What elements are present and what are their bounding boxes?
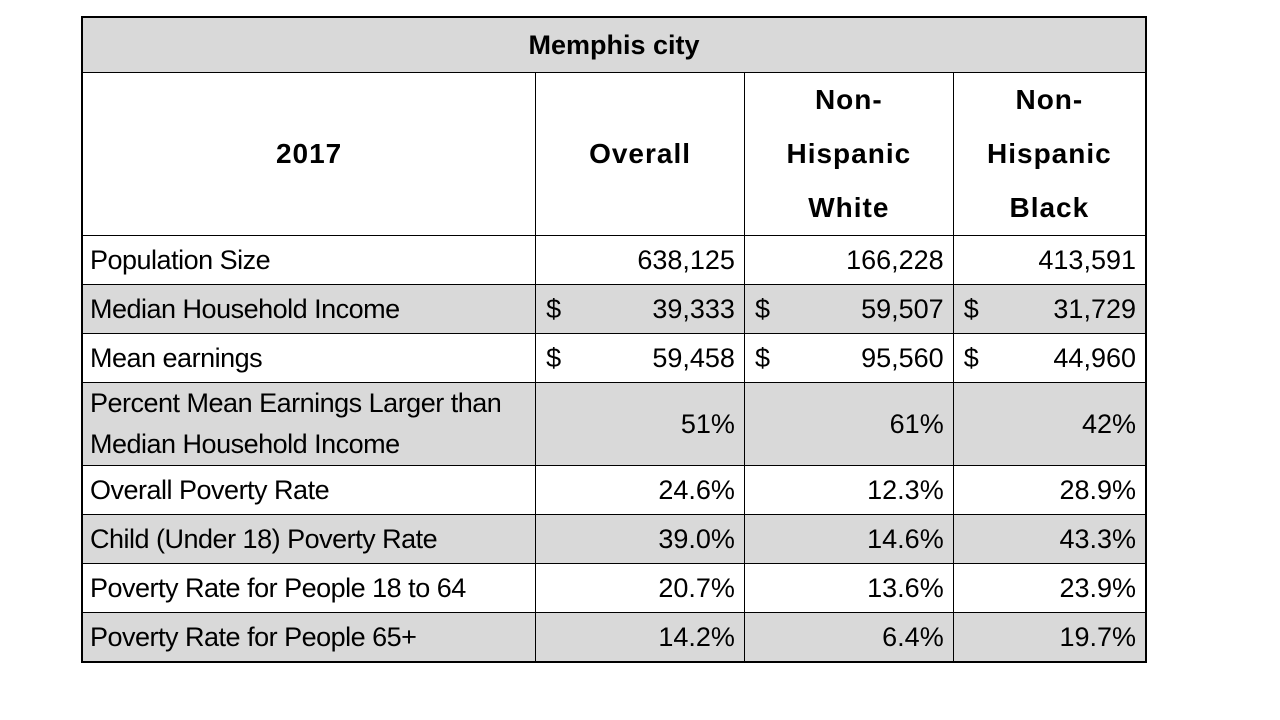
cell-value: 166,228	[743, 235, 954, 285]
col-header-white-line-1: Non-	[814, 84, 883, 115]
currency-symbol: $	[546, 293, 562, 324]
table-row: Mean earnings $ 59,458 $ 95,560 $ 44,960	[81, 333, 1147, 383]
cell-value: 51%	[535, 382, 745, 466]
row-label: Mean earnings	[81, 333, 537, 383]
col-header-black-line-2: Hispanic	[987, 138, 1112, 169]
col-header-overall-line: Overall	[589, 138, 692, 169]
cell-value: 413,591	[952, 235, 1147, 285]
year-header: 2017	[81, 72, 537, 236]
memphis-stats-table: Memphis city 2017 Overall Non- Hispanic …	[81, 16, 1147, 663]
row-label: Median Household Income	[81, 284, 537, 334]
cell-value: 19.7%	[952, 612, 1147, 663]
cell-amount: 39,333	[652, 293, 735, 324]
table-row: Poverty Rate for People 65+ 14.2% 6.4% 1…	[81, 612, 1147, 663]
row-label-line-1: Percent Mean Earnings Larger than	[90, 388, 502, 418]
row-label: Population Size	[81, 235, 537, 285]
table-row: Overall Poverty Rate 24.6% 12.3% 28.9%	[81, 465, 1147, 515]
header-row: 2017 Overall Non- Hispanic White Non- Hi…	[81, 72, 1147, 236]
cell-amount: 31,729	[1053, 293, 1136, 324]
col-header-black-line-3: Black	[1009, 192, 1090, 223]
row-label: Poverty Rate for People 18 to 64	[81, 563, 537, 613]
cell-value: 24.6%	[535, 465, 745, 515]
currency-symbol: $	[754, 293, 770, 324]
cell-value: 12.3%	[743, 465, 954, 515]
cell-value: 23.9%	[952, 563, 1147, 613]
row-label-line-2: Median Household Income	[90, 429, 400, 459]
table-row: Child (Under 18) Poverty Rate 39.0% 14.6…	[81, 514, 1147, 564]
col-header-black-line-1: Non-	[1015, 84, 1084, 115]
cell-value: $ 59,458	[535, 333, 745, 383]
cell-value: 20.7%	[535, 563, 745, 613]
row-label: Percent Mean Earnings Larger than Median…	[81, 382, 537, 466]
cell-value: 28.9%	[952, 465, 1147, 515]
cell-value: 43.3%	[952, 514, 1147, 564]
col-header-black: Non- Hispanic Black	[952, 72, 1147, 236]
table-row: Poverty Rate for People 18 to 64 20.7% 1…	[81, 563, 1147, 613]
cell-amount: 59,458	[652, 342, 735, 373]
row-label: Poverty Rate for People 65+	[81, 612, 537, 663]
cell-value: 638,125	[535, 235, 745, 285]
cell-value: $ 31,729	[952, 284, 1147, 334]
cell-value: $ 44,960	[952, 333, 1147, 383]
cell-amount: 95,560	[861, 342, 944, 373]
cell-value: 14.2%	[535, 612, 745, 663]
cell-value: 6.4%	[743, 612, 954, 663]
cell-value: $ 59,507	[743, 284, 954, 334]
cell-value: 13.6%	[743, 563, 954, 613]
col-header-white: Non- Hispanic White	[743, 72, 954, 236]
currency-symbol: $	[963, 293, 979, 324]
table-row: Median Household Income $ 39,333 $ 59,50…	[81, 284, 1147, 334]
currency-symbol: $	[963, 342, 979, 373]
cell-value: $ 95,560	[743, 333, 954, 383]
cell-amount: 59,507	[861, 293, 944, 324]
currency-symbol: $	[546, 342, 562, 373]
col-header-white-line-2: Hispanic	[786, 138, 912, 169]
col-header-overall: Overall	[535, 72, 745, 236]
row-label: Child (Under 18) Poverty Rate	[81, 514, 537, 564]
table-row: Percent Mean Earnings Larger than Median…	[81, 382, 1147, 466]
currency-symbol: $	[754, 342, 770, 373]
col-header-white-line-3: White	[808, 192, 890, 223]
cell-value: 61%	[743, 382, 954, 466]
table-title-row: Memphis city	[81, 16, 1147, 73]
cell-value: $ 39,333	[535, 284, 745, 334]
row-label: Overall Poverty Rate	[81, 465, 537, 515]
cell-amount: 44,960	[1053, 342, 1136, 373]
table-row: Population Size 638,125 166,228 413,591	[81, 235, 1147, 285]
cell-value: 39.0%	[535, 514, 745, 564]
cell-value: 14.6%	[743, 514, 954, 564]
table-title: Memphis city	[81, 16, 1147, 73]
cell-value: 42%	[952, 382, 1147, 466]
